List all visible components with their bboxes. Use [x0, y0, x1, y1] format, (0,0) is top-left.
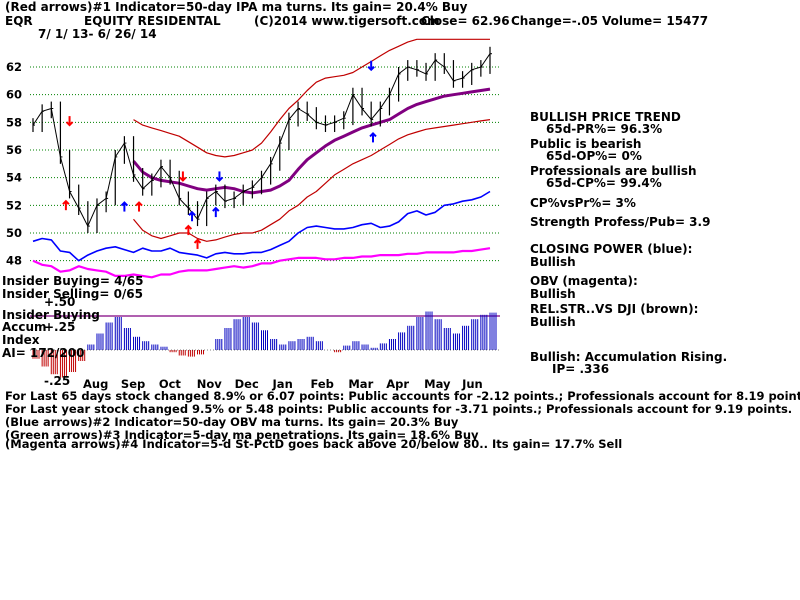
relstr-label: REL.STR..VS DJI (brown):: [530, 302, 699, 316]
insider-buying-label-2: Insider Buying: [2, 308, 100, 322]
y-tick-label-0: 48: [6, 254, 22, 268]
date-range: 7/ 1/ 13- 6/ 26/ 14: [38, 27, 157, 41]
cp-value: 65d-CP%= 99.4%: [546, 176, 662, 190]
month-label-10: Jun: [461, 377, 483, 391]
ip-value: IP= .336: [552, 362, 610, 376]
header-indicator-line: (Red arrows)#1 Indicator=50-day IPA ma t…: [5, 0, 468, 14]
closing-power-label: CLOSING POWER (blue):: [530, 242, 693, 256]
op-value: 65d-OP%= 0%: [546, 149, 642, 163]
volume-label: Volume= 15477: [602, 14, 709, 28]
y-tick-label-5: 58: [6, 115, 22, 129]
y-tick-label-6: 60: [6, 88, 22, 102]
red-arrow-up-0-head: [62, 199, 70, 205]
pr-value: 65d-PR%= 96.3%: [546, 122, 663, 136]
y-tick-label-4: 56: [6, 143, 22, 157]
month-label-9: May: [424, 377, 451, 391]
upper-band-line: [133, 38, 490, 158]
ticker-symbol: EQR: [5, 14, 33, 28]
footer-green-arrows: (Green arrows)#3 Indicator=5-day ma pene…: [5, 428, 479, 442]
copyright-label: (C)2014 www.tigersoft.com: [254, 14, 440, 28]
footer-blue-arrows: (Blue arrows)#2 Indicator=50-day OBV ma …: [5, 415, 459, 429]
minus25-label: -.25: [44, 374, 71, 388]
obv-label: OBV (magenta):: [530, 274, 638, 288]
red-arrow-up-3-head: [193, 238, 202, 244]
y-tick-label-1: 50: [6, 226, 22, 240]
trend-title: BULLISH PRICE TREND: [530, 110, 681, 124]
y-tick-label-7: 62: [6, 60, 22, 74]
plus50-label: +.50: [44, 295, 76, 309]
red-arrow-up-1-head: [135, 201, 143, 207]
blue-arrow-up-3-head: [369, 131, 377, 138]
company-name: EQUITY RESIDENTAL: [84, 14, 221, 28]
month-label-2: Oct: [159, 377, 182, 391]
month-label-7: Mar: [348, 377, 373, 391]
blue-arrow-up-2-head: [120, 201, 129, 207]
relstr-status: Bullish: [530, 315, 576, 329]
price-line: [32, 53, 491, 227]
blue-arrow-down-1-head: [367, 66, 375, 72]
insider-buying-label: Insider Buying= 4/65: [2, 274, 144, 288]
y-tick-label-3: 54: [6, 171, 22, 185]
closing-power-status: Bullish: [530, 255, 576, 269]
obv-line: [32, 247, 491, 279]
month-label-0: Aug: [83, 377, 108, 391]
footer-line-65days: For Last 65 days stock changed 8.9% or 6…: [5, 389, 800, 403]
month-label-1: Sep: [121, 377, 145, 391]
red-arrow-up-2-head: [184, 224, 193, 230]
index-label: Index: [2, 333, 40, 347]
strength-value: Strength Profess/Pub= 3.9: [530, 215, 711, 229]
month-label-5: Jan: [272, 377, 293, 391]
month-label-4: Dec: [235, 377, 259, 391]
red-arrow-down-1-head: [179, 176, 187, 182]
blue-arrow-up-1-head: [212, 206, 220, 212]
month-label-6: Feb: [310, 377, 333, 391]
y-tick-label-2: 52: [6, 198, 22, 212]
closing-power-line: [32, 190, 491, 262]
plus25-label: +.25: [44, 320, 76, 334]
blue-arrow-up-0-head: [188, 210, 196, 216]
month-label-8: Apr: [386, 377, 409, 391]
accum-rising-label: Bullish: Accumulation Rising.: [530, 350, 728, 364]
footer-line-year: For Last year stock changed 9.5% or 5.48…: [5, 402, 793, 416]
professionals-status: Professionals are bullish: [530, 164, 697, 178]
cpvspr-value: CP%vsPr%= 3%: [530, 196, 636, 210]
ai-label: AI= 172/200: [2, 346, 85, 360]
price-change: Change=-.05: [511, 14, 599, 28]
lower-band-line: [133, 119, 491, 242]
public-status: Public is bearish: [530, 137, 642, 151]
obv-status: Bullish: [530, 287, 576, 301]
close-price: Close= 62.96: [421, 14, 510, 28]
blue-arrow-down-0-head: [215, 176, 224, 182]
ma50-line: [132, 87, 491, 195]
footer-magenta-arrows: (Magenta arrows)#4 Indicator=5-d St-PctD…: [5, 437, 623, 451]
insider-selling-label: Insider Selling= 0/65: [2, 287, 144, 301]
red-arrow-down-0-head: [65, 121, 74, 127]
month-label-3: Nov: [197, 377, 223, 391]
accum-label: Accum: [2, 320, 47, 334]
